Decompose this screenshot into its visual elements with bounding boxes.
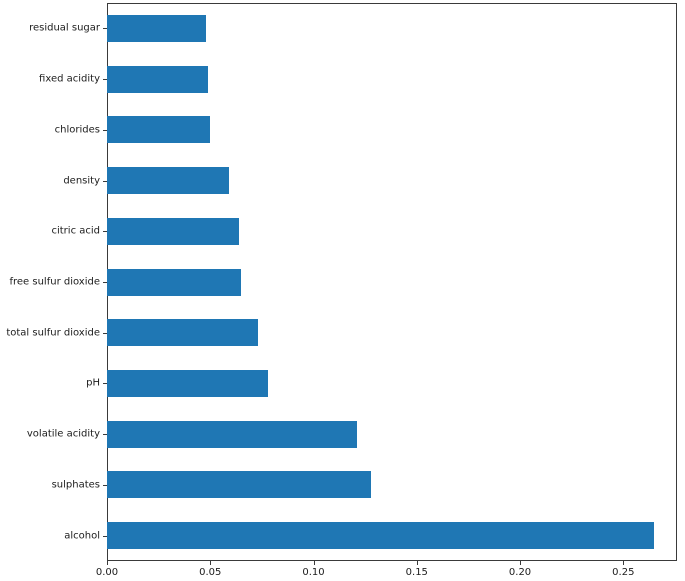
y-tick-mark [103, 180, 107, 182]
bar-sulphates [107, 471, 372, 499]
bar-total-sulfur-dioxide [107, 319, 258, 347]
y-tick-mark [103, 484, 107, 486]
bar-free-sulfur-dioxide [107, 268, 242, 296]
x-tick-mark [313, 561, 315, 565]
x-tick-label: 0.15 [405, 567, 428, 578]
y-tick-mark [103, 383, 107, 385]
y-tick-label: chlorides [54, 124, 100, 136]
y-tick-mark [103, 129, 107, 131]
y-tick-label: alcohol [64, 530, 100, 542]
bar-fixed-acidity [107, 65, 209, 93]
y-tick-label: sulphates [51, 479, 100, 491]
y-tick-label: density [63, 175, 100, 187]
x-tick-mark [107, 561, 108, 565]
y-tick-mark [103, 332, 107, 334]
x-tick-label: 0.05 [199, 567, 222, 578]
y-tick-label: citric acid [51, 225, 100, 237]
x-tick-mark [210, 561, 212, 565]
y-tick-label: total sulfur dioxide [6, 327, 100, 339]
bar-alcohol [107, 522, 655, 550]
x-tick-label: 0.10 [302, 567, 325, 578]
y-tick-mark [103, 282, 107, 283]
bar-residual-sugar [107, 14, 207, 42]
y-tick-mark [103, 231, 107, 233]
bar-pH [107, 369, 269, 397]
x-tick-mark [416, 561, 418, 565]
x-tick-mark [520, 561, 522, 565]
x-tick-label: 0.00 [95, 567, 119, 578]
x-tick-mark [623, 561, 625, 565]
bar-density [107, 167, 229, 195]
y-tick-mark [103, 434, 107, 436]
y-tick-label: fixed acidity [39, 73, 100, 85]
bar-volatile-acidity [107, 420, 357, 448]
y-tick-mark [103, 79, 107, 81]
y-tick-mark [103, 28, 107, 30]
x-tick-label: 0.25 [612, 567, 635, 578]
bar-citric-acid [107, 217, 240, 245]
y-tick-label: pH [86, 377, 100, 389]
y-tick-label: residual sugar [29, 22, 100, 34]
x-tick-label: 0.20 [508, 567, 532, 578]
bar-chlorides [107, 116, 211, 144]
y-tick-label: volatile acidity [26, 428, 100, 440]
y-tick-label: free sulfur dioxide [9, 276, 100, 288]
y-tick-mark [103, 535, 107, 537]
